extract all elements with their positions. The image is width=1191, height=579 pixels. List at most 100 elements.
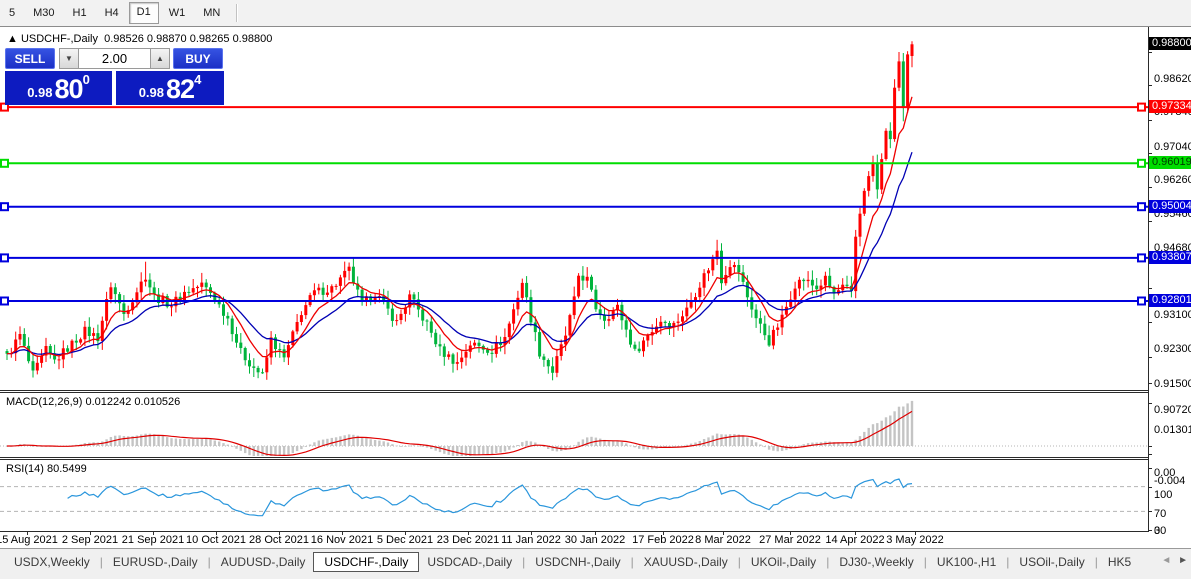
symbol-tab-eurusd-daily[interactable]: EURUSD-,Daily: [112, 555, 198, 569]
low-value: 0.98265: [189, 33, 230, 45]
symbol-title: USDCHF-,Daily: [20, 33, 98, 45]
axis-tick-mark: [1149, 187, 1152, 189]
level-handle-right[interactable]: [1137, 158, 1146, 168]
symbol-tab-xauusd-daily[interactable]: XAUUSD-,Daily: [643, 555, 728, 569]
bid-price-prefix: 0.98: [27, 85, 53, 100]
date-tick-mark: [342, 532, 343, 535]
symbol-tab-ukoil-daily[interactable]: UKOil-,Daily: [750, 555, 817, 569]
axis-tick-mark: [1149, 288, 1152, 290]
ma-fast-line: [6, 96, 913, 358]
date-axis[interactable]: 15 Aug 2021 2 Sep 2021 21 Sep 2021 10 Oct 2…: [0, 532, 1148, 548]
tab-separator: |: [826, 555, 830, 569]
axis-tick-mark: [1149, 119, 1152, 121]
ask-price-display[interactable]: 0.98 82 4: [116, 71, 224, 105]
timeframe-button-D1[interactable]: D1: [128, 2, 159, 24]
level-handle-left[interactable]: [0, 202, 9, 212]
symbol-tab-audusd-daily[interactable]: AUDUSD-,Daily: [220, 555, 306, 569]
volume-decrease-button[interactable]: ▼: [59, 48, 79, 69]
level-handle-left[interactable]: [0, 296, 9, 306]
level-handle-left[interactable]: [0, 253, 9, 263]
date-tick-label: 27 Mar 2022: [759, 534, 821, 546]
axis-tick-mark: [1149, 383, 1152, 384]
ask-price-pip: 4: [194, 72, 202, 87]
sell-button[interactable]: SELL: [5, 48, 55, 69]
level-handle-right[interactable]: [1137, 102, 1146, 112]
level-handle-right[interactable]: [1137, 296, 1146, 306]
date-tick-label: 14 Apr 2022: [825, 534, 885, 546]
symbol-tab-usdx-weekly[interactable]: USDX,Weekly: [14, 555, 90, 569]
axis-tick-mark: [1149, 322, 1152, 324]
date-tick-mark: [531, 532, 532, 535]
symbol-tab-usdcad-daily[interactable]: USDCAD-,Daily: [427, 555, 513, 569]
axis-tick-label: 0.90720: [1154, 404, 1191, 416]
bid-price-display[interactable]: 0.98 80 0: [5, 71, 112, 105]
symbol-tab-uk100-h1[interactable]: UK100-,H1: [936, 555, 997, 569]
axis-tick-mark: [1149, 454, 1152, 455]
collapse-arrow-icon[interactable]: ▲: [7, 33, 18, 45]
axis-tick-label: 0.00: [1154, 467, 1176, 479]
date-tick-mark: [90, 532, 91, 535]
axis-tick-label: 0.97040: [1154, 140, 1191, 153]
tab-scroll-right-button[interactable]: ►: [1178, 555, 1188, 566]
volume-increase-button[interactable]: ▲: [150, 48, 170, 69]
symbol-tab-hk5[interactable]: HK5: [1107, 555, 1132, 569]
date-tick-label: 16 Nov 2021: [310, 534, 374, 546]
candles-series: [5, 41, 914, 381]
timeframe-button-H4[interactable]: H4: [104, 7, 119, 19]
pane-divider: [0, 459, 1191, 460]
date-tick-mark: [279, 532, 280, 535]
axis-tick-label: 0.96260: [1154, 173, 1191, 186]
level-handle-right[interactable]: [1137, 202, 1146, 212]
pane-divider[interactable]: [0, 390, 1191, 391]
axis-tick-mark: [1149, 446, 1152, 447]
timeframe-button-5[interactable]: 5: [9, 7, 16, 19]
timeframe-button-H1[interactable]: H1: [72, 7, 87, 19]
date-tick-mark: [216, 532, 217, 535]
axis-tick-label: -0.004: [1154, 475, 1186, 487]
timeframe-toolbar: 5 M30 H1 H4 D1 W1 MN: [0, 0, 1191, 27]
axis-tick-label: 70: [1154, 507, 1167, 520]
volume-input[interactable]: 2.00: [79, 48, 150, 69]
open-value: 0.98526: [104, 33, 144, 45]
level-handle-left[interactable]: [0, 102, 9, 112]
date-tick-label: 3 May 2022: [886, 534, 944, 546]
date-tick-label: 10 Oct 2021: [186, 534, 246, 546]
axis-tick-label: 0.93100: [1154, 309, 1191, 322]
tab-separator: |: [630, 555, 634, 569]
date-tick-mark: [27, 532, 28, 535]
bid-price-pip: 0: [82, 72, 90, 87]
tab-separator: |: [1006, 555, 1010, 569]
price-axis[interactable]: 0.986200.978400.970400.962600.954600.946…: [1148, 27, 1191, 537]
date-tick-mark: [855, 532, 856, 535]
timeframe-button-M30[interactable]: M30: [33, 7, 55, 19]
date-tick-mark: [405, 532, 406, 535]
timeframe-button-MN[interactable]: MN: [203, 7, 221, 19]
date-tick-label: 5 Dec 2021: [376, 534, 434, 546]
tab-scroll-left-button[interactable]: ◄: [1161, 555, 1172, 566]
level-price-badge: 0.95004: [1149, 199, 1191, 213]
rsi-indicator-pane: [0, 460, 1148, 531]
pane-divider[interactable]: [0, 457, 1191, 458]
rsi-label: RSI(14) 80.5499: [6, 463, 87, 475]
axis-tick-label: 30: [1154, 525, 1167, 537]
axis-tick-label: 0.94680: [1154, 241, 1191, 254]
date-tick-label: 17 Feb 2022: [632, 534, 694, 546]
level-handle-right[interactable]: [1137, 253, 1146, 263]
macd-histogram: [5, 400, 914, 456]
axis-tick-mark: [1149, 356, 1152, 358]
date-tick-label: 21 Sep 2021: [121, 534, 185, 546]
level-price-badge: 0.97334: [1149, 100, 1191, 114]
symbol-tab-usoil-daily[interactable]: USOil-,Daily: [1019, 555, 1085, 569]
symbol-tab-usdcnh-daily[interactable]: USDCNH-,Daily: [535, 555, 621, 569]
close-value: 0.98800: [232, 33, 273, 45]
axis-tick-label: 0: [1154, 525, 1161, 537]
timeframe-button-W1[interactable]: W1: [168, 7, 186, 19]
symbol-tab-dj30-weekly[interactable]: DJ30-,Weekly: [839, 555, 914, 569]
symbol-tab-usdchf-daily[interactable]: USDCHF-,Daily: [313, 552, 420, 572]
buy-button[interactable]: BUY: [173, 48, 223, 69]
symbol-tabbar: USDX,Weekly | EURUSD-,Daily | AUDUSD-,Daily U…: [0, 548, 1191, 579]
tab-separator: |: [923, 555, 927, 569]
axis-tick-label: 0.013015: [1154, 424, 1191, 437]
level-handle-left[interactable]: [0, 158, 9, 168]
